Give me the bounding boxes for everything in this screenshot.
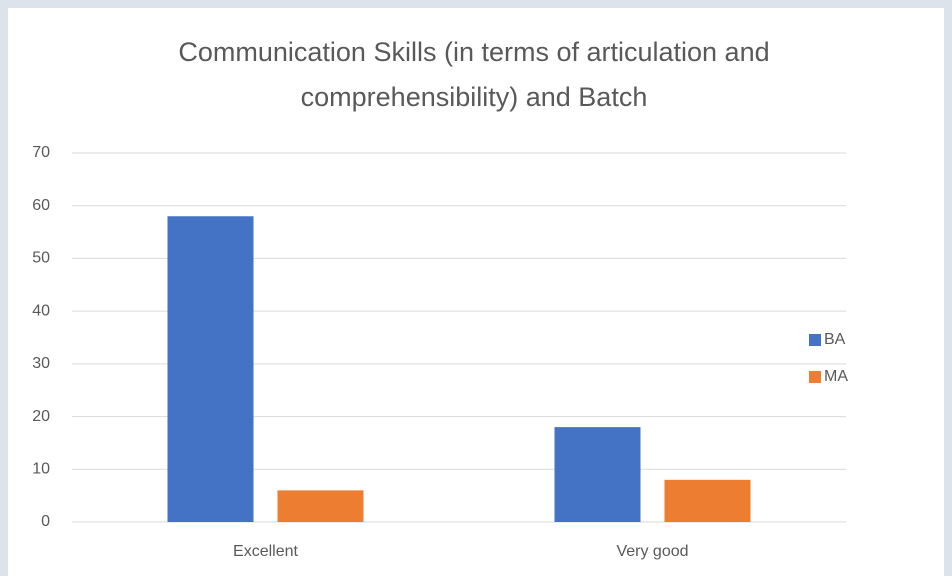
legend-label: BA: [824, 331, 846, 348]
x-tick-label: Very good: [616, 543, 688, 560]
bar: [554, 427, 641, 522]
chart-panel: [8, 8, 944, 576]
y-tick-label: 10: [32, 461, 50, 478]
legend-label: MA: [824, 368, 848, 385]
y-tick-label: 30: [32, 355, 50, 372]
legend-swatch: [809, 334, 821, 346]
y-tick-label: 40: [32, 302, 50, 319]
x-tick-label: Excellent: [233, 543, 298, 560]
bar: [167, 216, 254, 522]
bar: [277, 490, 364, 522]
y-tick-label: 60: [32, 197, 50, 214]
chart-title: Communication Skills (in terms of articu…: [178, 37, 770, 112]
y-tick-label: 0: [41, 513, 50, 530]
bar: [664, 479, 751, 522]
legend-swatch: [809, 371, 821, 383]
y-tick-label: 50: [32, 250, 50, 267]
y-tick-label: 70: [32, 144, 50, 161]
y-tick-label: 20: [32, 408, 50, 425]
